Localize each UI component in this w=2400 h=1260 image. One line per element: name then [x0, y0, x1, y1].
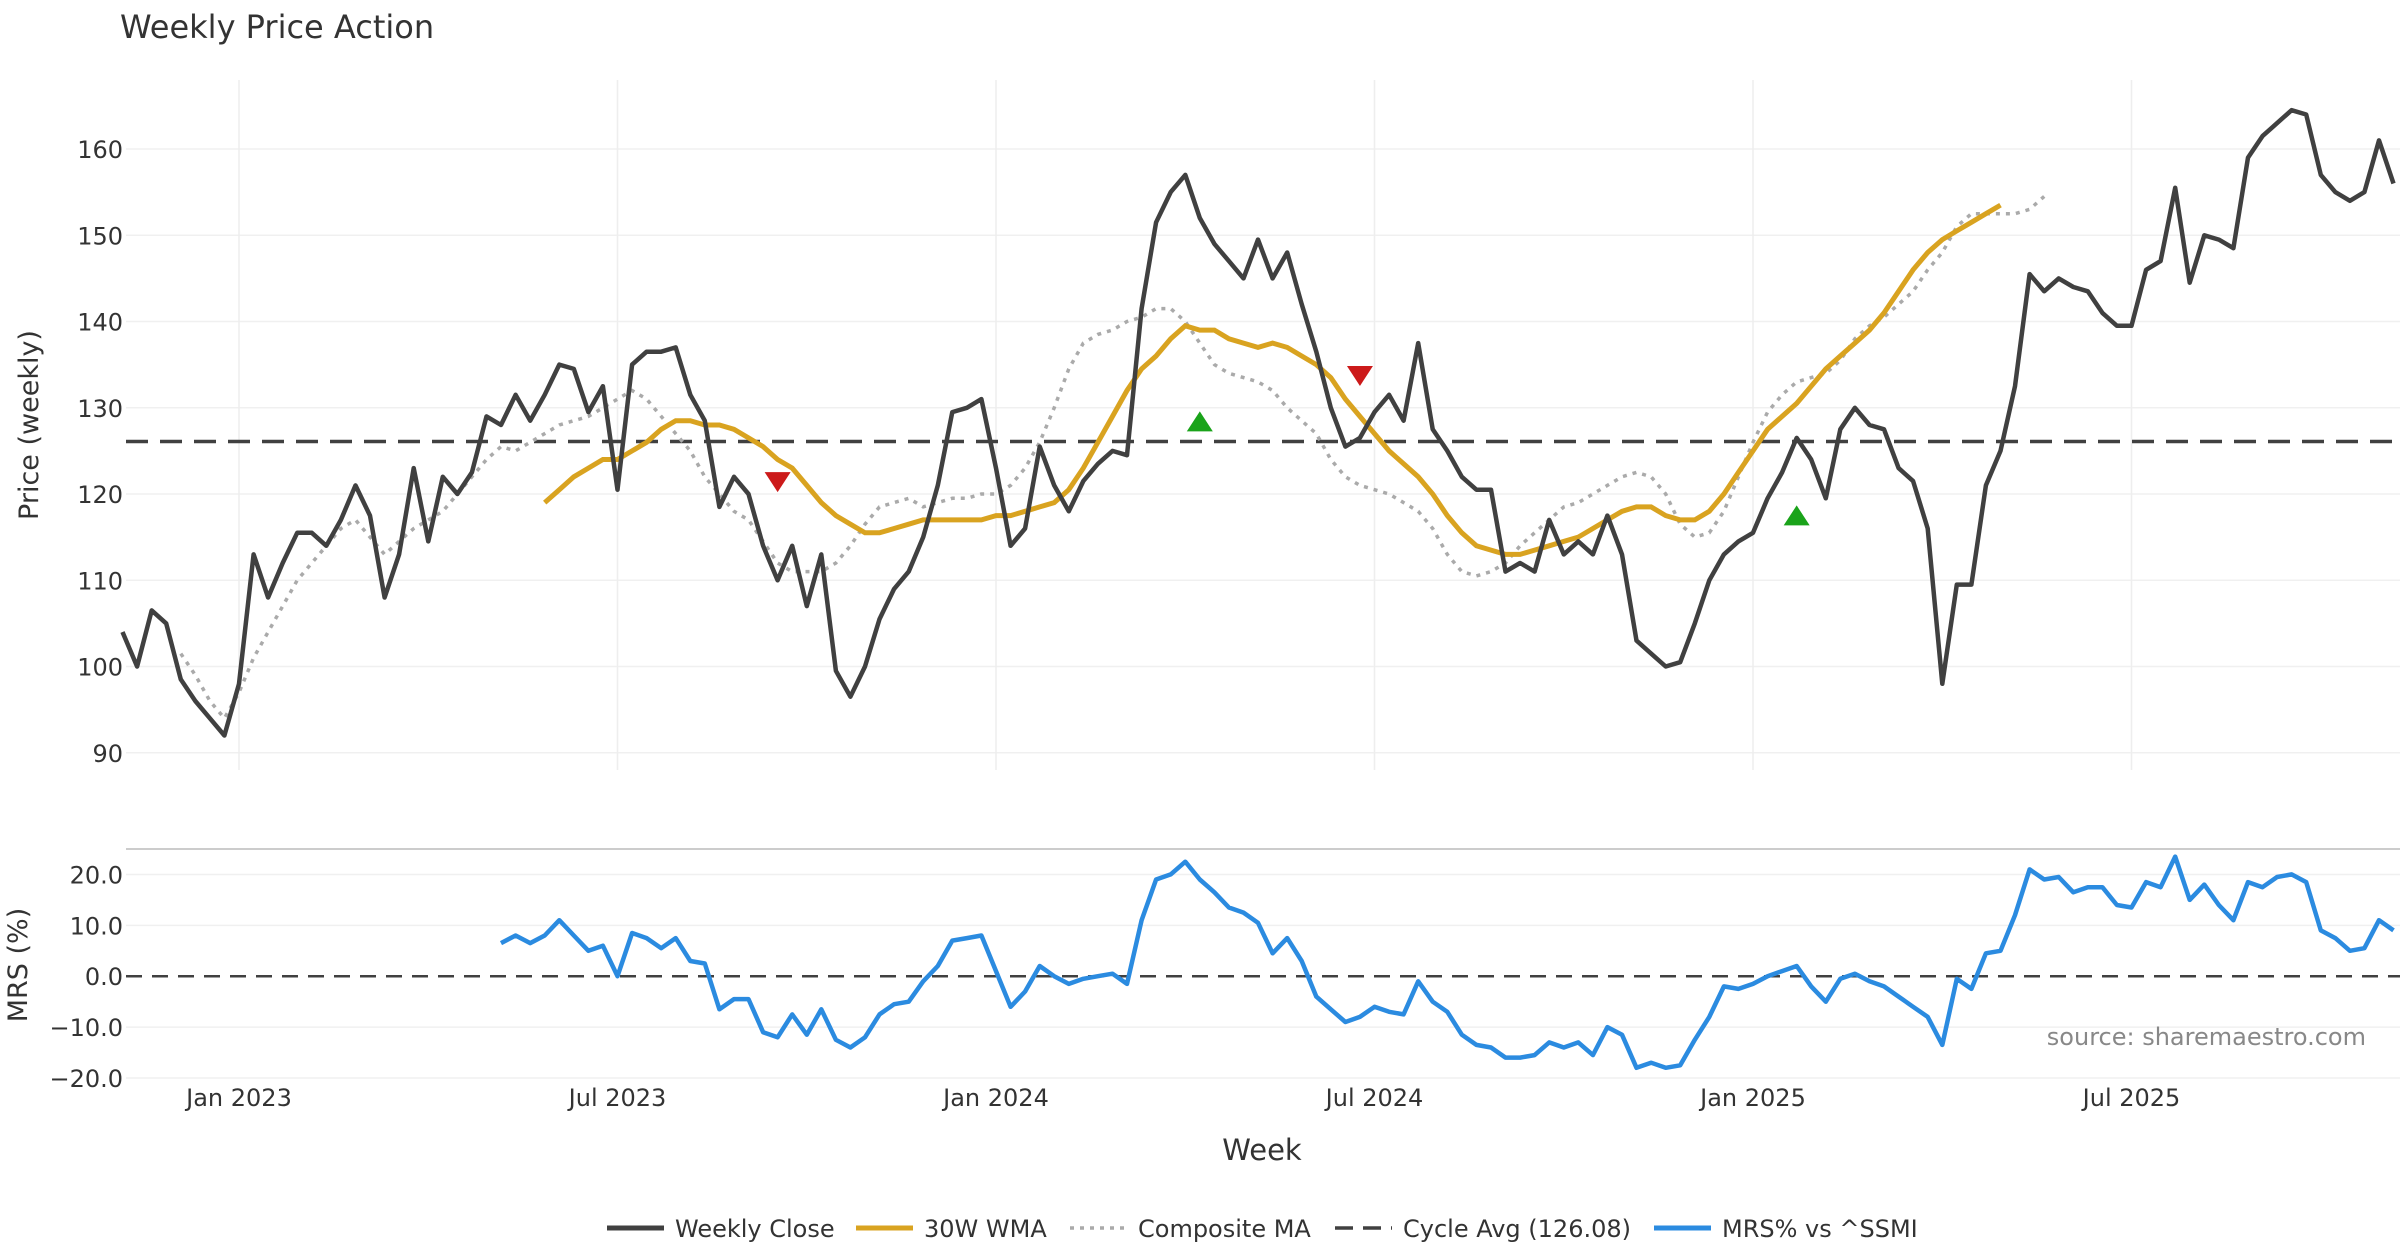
- mrs-y-tick-label: 20.0: [70, 861, 123, 889]
- price-y-tick-label: 160: [77, 136, 123, 164]
- signal-markers: [764, 365, 1810, 526]
- price-y-tick-label: 100: [77, 654, 123, 682]
- legend-item: Cycle Avg (126.08): [1335, 1215, 1631, 1243]
- price-y-tick-label: 150: [77, 222, 123, 250]
- legend-label: 30W WMA: [924, 1215, 1047, 1243]
- x-axis-ticks: Jan 2023 Jul 2023 Jan 2024 Jul 2024 Jan 2025…: [184, 1084, 2180, 1112]
- mrs-y-tick-label: −10.0: [49, 1014, 123, 1042]
- mrs-panel: −20.0 −10.0 0.0 10.0 20.0 MRS (%) source: sh…: [3, 848, 2400, 1093]
- price-grid: [126, 80, 2400, 770]
- legend-label: Weekly Close: [675, 1215, 835, 1243]
- sell-signal-marker: [1346, 365, 1373, 386]
- legend-item: Composite MA: [1070, 1215, 1311, 1243]
- chart-title: Weekly Price Action: [120, 8, 434, 46]
- x-tick-label: Jul 2023: [567, 1084, 667, 1112]
- legend-label: Cycle Avg (126.08): [1403, 1215, 1631, 1243]
- price-y-tick-label: 130: [77, 395, 123, 423]
- source-annotation: source: sharemaestro.com: [2047, 1023, 2366, 1051]
- legend-item: MRS% vs ^SSMI: [1654, 1215, 1918, 1243]
- wma-30w-line: [543, 202, 2002, 557]
- x-tick-label: Jul 2025: [2081, 1084, 2181, 1112]
- price-y-tick-label: 140: [77, 309, 123, 337]
- price-y-label: Price (weekly): [14, 330, 45, 520]
- x-tick-label: Jan 2025: [1698, 1084, 1806, 1112]
- mrs-y-ticks: −20.0 −10.0 0.0 10.0 20.0: [49, 861, 123, 1093]
- buy-signal-marker: [1783, 505, 1810, 526]
- mrs-y-tick-label: 10.0: [70, 912, 123, 940]
- mrs-y-tick-label: −20.0: [49, 1065, 123, 1093]
- price-y-tick-label: 90: [92, 740, 123, 768]
- buy-signal-marker: [1186, 411, 1213, 432]
- mrs-line: [499, 854, 2395, 1071]
- price-y-tick-label: 110: [77, 567, 123, 595]
- x-tick-label: Jan 2024: [941, 1084, 1049, 1112]
- price-panel: 90 100 110 120 130 140 150 160 Price (weekly): [14, 80, 2400, 770]
- mrs-y-tick-label: 0.0: [85, 963, 123, 991]
- composite-ma-line: [179, 195, 2046, 722]
- x-tick-label: Jul 2024: [1324, 1084, 1424, 1112]
- x-tick-label: Jan 2023: [184, 1084, 292, 1112]
- weekly-close-line: [120, 107, 2396, 738]
- price-y-tick-label: 120: [77, 481, 123, 509]
- legend-label: Composite MA: [1138, 1215, 1311, 1243]
- mrs-y-label: MRS (%): [3, 908, 34, 1023]
- mrs-grid: [126, 873, 2400, 1079]
- legend: Weekly Close 30W WMA Composite MA Cycle Avg…: [607, 1215, 1918, 1243]
- x-axis-label: Week: [1222, 1133, 1302, 1167]
- sell-signal-marker: [764, 472, 791, 493]
- legend-label: MRS% vs ^SSMI: [1722, 1215, 1918, 1243]
- legend-item: 30W WMA: [856, 1215, 1047, 1243]
- price-y-ticks: 90 100 110 120 130 140 150 160: [77, 136, 123, 768]
- legend-item: Weekly Close: [607, 1215, 835, 1243]
